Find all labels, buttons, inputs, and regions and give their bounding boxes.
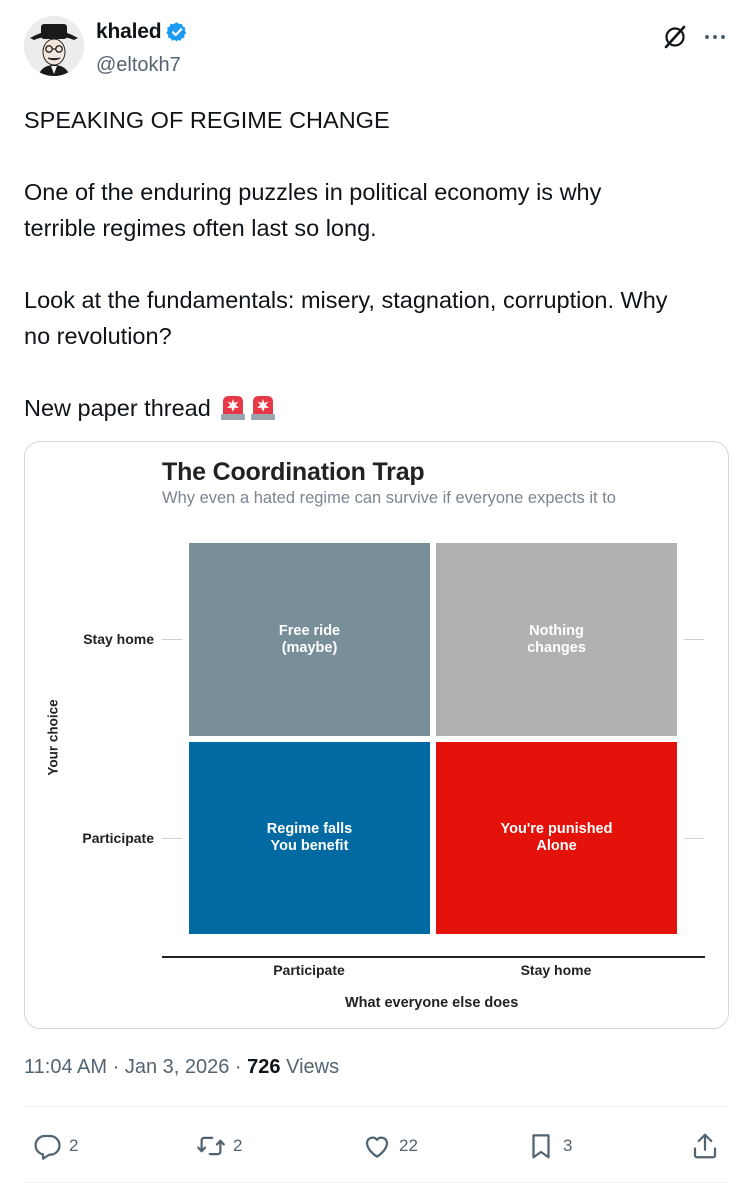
x-tick-label: Stay home [520, 962, 592, 978]
y-tick-line [162, 838, 182, 839]
tweet-line-thread: New paper thread [24, 390, 729, 426]
tweet-line: SPEAKING OF REGIME CHANGE [24, 107, 390, 133]
reply-icon [34, 1134, 61, 1160]
share-icon [693, 1133, 717, 1159]
y-tick-label: Participate [82, 830, 154, 846]
name-row: khaled [96, 20, 188, 44]
share-button[interactable] [690, 1124, 720, 1168]
tweet-text: SPEAKING OF REGIME CHANGE One of the end… [24, 102, 729, 426]
y-tick-line [684, 838, 704, 839]
y-tick-line [162, 639, 182, 640]
heart-icon [365, 1136, 389, 1158]
meta-separator: · [234, 1056, 242, 1078]
avatar-illustration-icon [24, 16, 84, 76]
media-card[interactable]: The Coordination Trap Why even a hated r… [24, 441, 729, 1029]
tweet-line: terrible regimes often last so long. [24, 215, 377, 241]
bookmark-count: 3 [563, 1136, 573, 1155]
views-label: Views [286, 1056, 340, 1078]
y-axis-title: Your choice [45, 699, 61, 776]
repost-icon [197, 1136, 225, 1156]
reply-button[interactable]: 2 [32, 1124, 78, 1168]
meta-separator: · [112, 1056, 120, 1078]
display-name[interactable]: khaled [96, 20, 162, 43]
more-icon[interactable] [700, 22, 730, 52]
user-handle[interactable]: @eltokh7 [96, 54, 181, 76]
like-button[interactable]: 22 [362, 1124, 418, 1168]
tweet-date[interactable]: Jan 3, 2026 [124, 1056, 230, 1078]
bookmark-button[interactable]: 3 [526, 1124, 572, 1168]
repost-count: 2 [233, 1136, 243, 1155]
verified-badge-icon[interactable] [166, 21, 188, 43]
y-tick-label: Stay home [83, 631, 154, 647]
tweet-line: One of the enduring puzzles in political… [24, 179, 602, 205]
tweet-line: New paper thread [24, 395, 211, 421]
chart-title: The Coordination Trap [162, 458, 425, 486]
action-bar: 2 2 22 3 [24, 1124, 729, 1168]
reply-count: 2 [69, 1136, 79, 1155]
x-axis-title: What everyone else does [345, 995, 519, 1011]
police-car-light-icon [219, 392, 247, 422]
views-count: 726 [247, 1056, 281, 1078]
avatar[interactable] [24, 16, 84, 76]
repost-button[interactable]: 2 [196, 1124, 242, 1168]
divider [24, 1182, 729, 1183]
x-axis-line [162, 956, 705, 958]
tweet-time[interactable]: 11:04 AM [24, 1056, 108, 1078]
police-car-light-icon [249, 392, 277, 422]
tweet-line: no revolution? [24, 323, 172, 349]
like-count: 22 [399, 1136, 418, 1155]
grok-icon[interactable] [660, 22, 690, 52]
matrix-cell-punished: You're punished Alone [436, 742, 677, 934]
tweet-line: Look at the fundamentals: misery, stagna… [24, 287, 668, 313]
bookmark-icon [532, 1134, 550, 1159]
y-tick-line [684, 639, 704, 640]
matrix-cell-free-ride: Free ride (maybe) [189, 543, 430, 736]
matrix-cell-nothing-changes: Nothing changes [436, 543, 677, 736]
x-tick-label: Participate [273, 962, 345, 978]
chart-subtitle: Why even a hated regime can survive if e… [162, 489, 616, 507]
divider [24, 1106, 729, 1107]
tweet-header: khaled @eltokh7 [24, 16, 729, 78]
matrix-cell-regime-falls: Regime falls You benefit [189, 742, 430, 934]
tweet-meta: 11:04 AM · Jan 3, 2026 · 726 Views [24, 1056, 339, 1079]
